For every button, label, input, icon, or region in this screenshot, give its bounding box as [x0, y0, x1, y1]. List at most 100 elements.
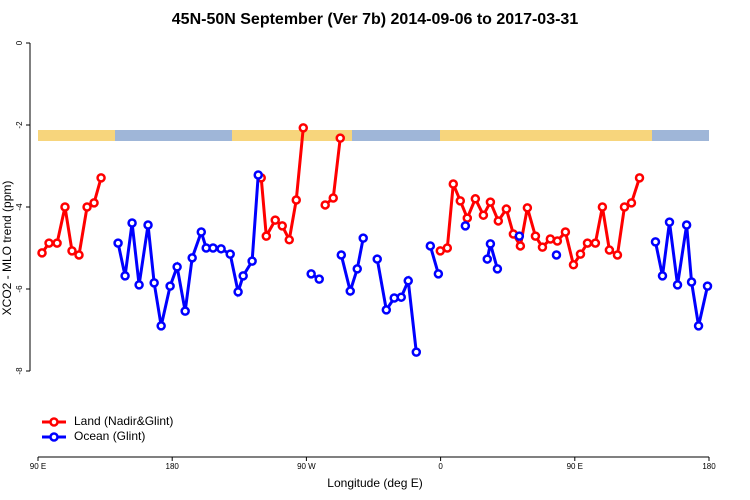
point: [261, 231, 272, 241]
point: [381, 305, 392, 315]
point: [216, 244, 226, 254]
x-tick-label: 90 W: [297, 462, 316, 471]
point: [196, 227, 207, 237]
point: [113, 238, 123, 248]
point: [470, 194, 481, 204]
point: [320, 200, 330, 210]
point: [501, 204, 512, 214]
point: [156, 321, 166, 331]
series-line: [40, 127, 641, 269]
point: [403, 276, 413, 286]
point: [462, 213, 473, 223]
y-axis-label: XCO2 - MLO trend (ppm): [0, 181, 14, 316]
point: [411, 347, 422, 357]
point: [225, 249, 235, 259]
x-tick-label: 90 E: [30, 462, 46, 471]
point: [485, 197, 496, 207]
point: [233, 287, 243, 297]
point: [247, 256, 257, 266]
point: [590, 238, 601, 248]
point: [560, 227, 571, 237]
point: [597, 202, 608, 212]
point: [277, 221, 287, 231]
point: [681, 220, 692, 230]
point: [253, 170, 263, 180]
point: [345, 286, 355, 296]
point: [493, 216, 504, 226]
point: [358, 233, 368, 243]
point: [306, 269, 316, 279]
point: [672, 280, 683, 290]
chart-title: 45N-50N September (Ver 7b) 2014-09-06 to…: [172, 11, 579, 28]
x-tick-label: 180: [166, 462, 180, 471]
point: [372, 254, 382, 264]
legend-marker: [49, 417, 59, 427]
y-tick-label: -4: [15, 203, 24, 211]
point: [482, 254, 493, 264]
point: [284, 235, 295, 245]
point: [291, 195, 302, 205]
point: [551, 250, 562, 260]
point: [60, 202, 70, 212]
point: [433, 269, 444, 279]
point: [208, 243, 218, 253]
point: [37, 248, 47, 258]
point: [74, 250, 84, 260]
point: [634, 173, 645, 183]
point: [530, 231, 541, 241]
y-tick-label: -8: [15, 367, 24, 375]
point: [657, 271, 668, 281]
point: [335, 133, 345, 143]
point: [702, 281, 713, 291]
point: [165, 281, 175, 291]
point: [425, 241, 436, 251]
point: [134, 280, 144, 290]
y-tick-label: -2: [15, 121, 24, 129]
point: [686, 277, 697, 287]
point: [352, 264, 362, 274]
point: [693, 321, 704, 331]
point: [522, 203, 533, 213]
legend-marker: [49, 432, 59, 442]
point: [172, 262, 182, 272]
legend-label: Ocean (Glint): [74, 429, 145, 443]
point: [575, 249, 586, 259]
point: [149, 278, 159, 288]
map-strip: [38, 130, 709, 141]
point: [619, 202, 630, 212]
point: [314, 274, 324, 284]
point: [270, 215, 280, 225]
x-tick-label: 0: [438, 462, 443, 471]
point: [650, 237, 661, 247]
point: [604, 245, 615, 255]
point: [127, 218, 137, 228]
x-tick-label: 180: [702, 462, 716, 471]
x-tick-label: 90 E: [567, 462, 583, 471]
x-axis-label: Longitude (deg E): [327, 476, 422, 490]
point: [442, 243, 453, 253]
point: [328, 193, 338, 203]
point: [582, 238, 593, 248]
point: [552, 236, 563, 246]
point: [568, 260, 579, 270]
point: [44, 238, 54, 248]
point: [143, 220, 153, 230]
point: [52, 238, 62, 248]
point: [626, 198, 637, 208]
point: [238, 271, 248, 281]
point: [180, 306, 190, 316]
point: [478, 210, 489, 220]
point: [448, 179, 459, 189]
point: [664, 217, 675, 227]
y-tick-label: -6: [15, 285, 24, 293]
point: [82, 202, 92, 212]
point: [67, 246, 77, 256]
point: [455, 196, 466, 206]
point: [336, 250, 347, 260]
point: [187, 253, 197, 263]
point: [298, 123, 309, 133]
y-tick-label: 0: [15, 40, 24, 45]
point: [485, 239, 496, 249]
point: [96, 173, 106, 183]
